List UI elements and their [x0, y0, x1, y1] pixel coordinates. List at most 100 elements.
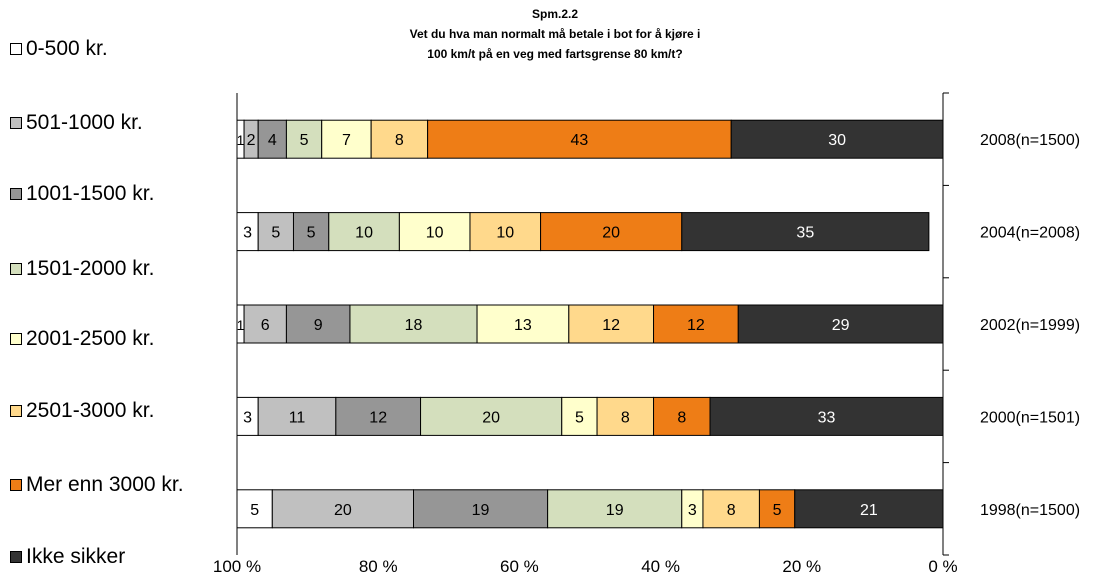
data-label: 20	[482, 409, 500, 426]
legend-swatch	[10, 479, 22, 491]
bar-segment	[681, 212, 930, 252]
legend-item: 2001-2500 kr.	[10, 327, 154, 351]
category-label: 1998(n=1500)	[980, 502, 1080, 519]
data-label: 8	[395, 132, 404, 149]
legend-item: 1501-2000 kr.	[10, 257, 154, 281]
data-label: 20	[602, 225, 620, 242]
data-label: 20	[334, 502, 352, 519]
data-label: 3	[243, 409, 252, 426]
legend-swatch	[10, 551, 22, 563]
x-tick-label: 60 %	[500, 557, 539, 573]
legend-label: 1501-2000 kr.	[26, 257, 155, 280]
bar-segment	[730, 119, 944, 159]
data-label: 43	[571, 132, 589, 149]
bar-segment	[568, 304, 655, 344]
legend-label: 0-500 kr.	[26, 37, 108, 60]
legend-item: 501-1000 kr.	[10, 111, 143, 135]
data-label: 1	[237, 132, 245, 148]
data-label: 5	[300, 132, 309, 149]
bar-segment	[596, 396, 655, 436]
legend-label: Mer enn 3000 kr.	[26, 473, 184, 496]
category-label: 2002(n=1999)	[980, 317, 1080, 334]
data-label: 19	[606, 502, 624, 519]
data-label: 5	[271, 225, 280, 242]
legend-label: 1001-1500 kr.	[26, 182, 155, 205]
x-tick-label: 0 %	[928, 557, 957, 573]
data-label: 5	[773, 502, 782, 519]
x-tick-label: 40 %	[641, 557, 680, 573]
x-tick-label: 20 %	[782, 557, 821, 573]
bar-segment	[328, 212, 400, 252]
data-label: 5	[250, 502, 259, 519]
chart-title-line-2: Vet du hva man normalt må betale i bot f…	[409, 27, 701, 41]
bar-segment	[285, 304, 351, 344]
data-label: 18	[405, 317, 423, 334]
data-label: 2	[247, 132, 256, 149]
data-label: 6	[261, 317, 270, 334]
category-label: 2004(n=2008)	[980, 225, 1080, 242]
bar-segment	[427, 119, 732, 159]
legend-item: 0-500 kr.	[10, 37, 108, 61]
bar-segment	[257, 396, 337, 436]
bar-segment	[561, 396, 598, 436]
bar-segment	[321, 119, 372, 159]
data-label: 5	[575, 409, 584, 426]
legend-swatch	[10, 117, 22, 129]
chart-title: Spm.2.2 Vet du hva man normalt må betale…	[330, 4, 780, 64]
legend-item: 1001-1500 kr.	[10, 182, 154, 206]
legend-swatch	[10, 333, 22, 345]
bar-segment	[737, 304, 944, 344]
data-label: 8	[727, 502, 736, 519]
bar-segment	[257, 119, 287, 159]
data-label: 19	[472, 502, 490, 519]
data-label: 8	[677, 409, 686, 426]
bar-segment	[758, 489, 796, 529]
data-label: 9	[314, 317, 323, 334]
legend-label: 2001-2500 kr.	[26, 327, 155, 350]
bar-segment	[547, 489, 683, 529]
bar-segment	[653, 304, 739, 344]
category-label: 2008(n=1500)	[980, 132, 1080, 149]
data-label: 8	[621, 409, 630, 426]
legend-swatch	[10, 263, 22, 275]
legend-label: 2501-3000 kr.	[26, 399, 155, 422]
data-label: 12	[369, 409, 387, 426]
data-label: 12	[602, 317, 620, 334]
bar-segment	[413, 489, 549, 529]
data-label: 35	[796, 225, 814, 242]
bar-segment	[794, 489, 944, 529]
legend-swatch	[10, 405, 22, 417]
legend-label: Ikke sikker	[26, 545, 126, 568]
data-label: 10	[355, 225, 373, 242]
data-label: 4	[268, 132, 277, 149]
bar-segment	[285, 119, 323, 159]
data-label: 21	[860, 502, 878, 519]
legend-swatch	[10, 43, 22, 55]
data-label: 3	[688, 502, 697, 519]
chart-title-line-1: Spm.2.2	[531, 7, 579, 21]
legend-item: Ikke sikker	[10, 545, 125, 569]
legend-item: 2501-3000 kr.	[10, 399, 154, 423]
bar-segment	[653, 396, 711, 436]
data-label: 11	[289, 409, 306, 426]
data-label: 3	[243, 225, 252, 242]
legend: 0-500 kr. 501-1000 kr. 1001-1500 kr. 1501-2…	[10, 0, 240, 573]
legend-swatch	[10, 188, 22, 200]
bar-segment	[469, 212, 542, 252]
data-label: 12	[687, 317, 705, 334]
legend-item: Mer enn 3000 kr.	[10, 473, 184, 497]
data-label: 29	[832, 317, 850, 334]
data-label: 13	[514, 317, 532, 334]
data-label: 10	[496, 225, 514, 242]
bar-segment	[540, 212, 683, 252]
data-label: 30	[828, 132, 846, 149]
data-label: 33	[818, 409, 836, 426]
data-label: 10	[426, 225, 444, 242]
legend-label: 501-1000 kr.	[26, 111, 143, 134]
category-label: 2000(n=1501)	[980, 409, 1080, 426]
bar-segment	[335, 396, 422, 436]
data-label: 7	[342, 132, 351, 149]
bar-segment	[349, 304, 478, 344]
data-label: 5	[307, 225, 316, 242]
